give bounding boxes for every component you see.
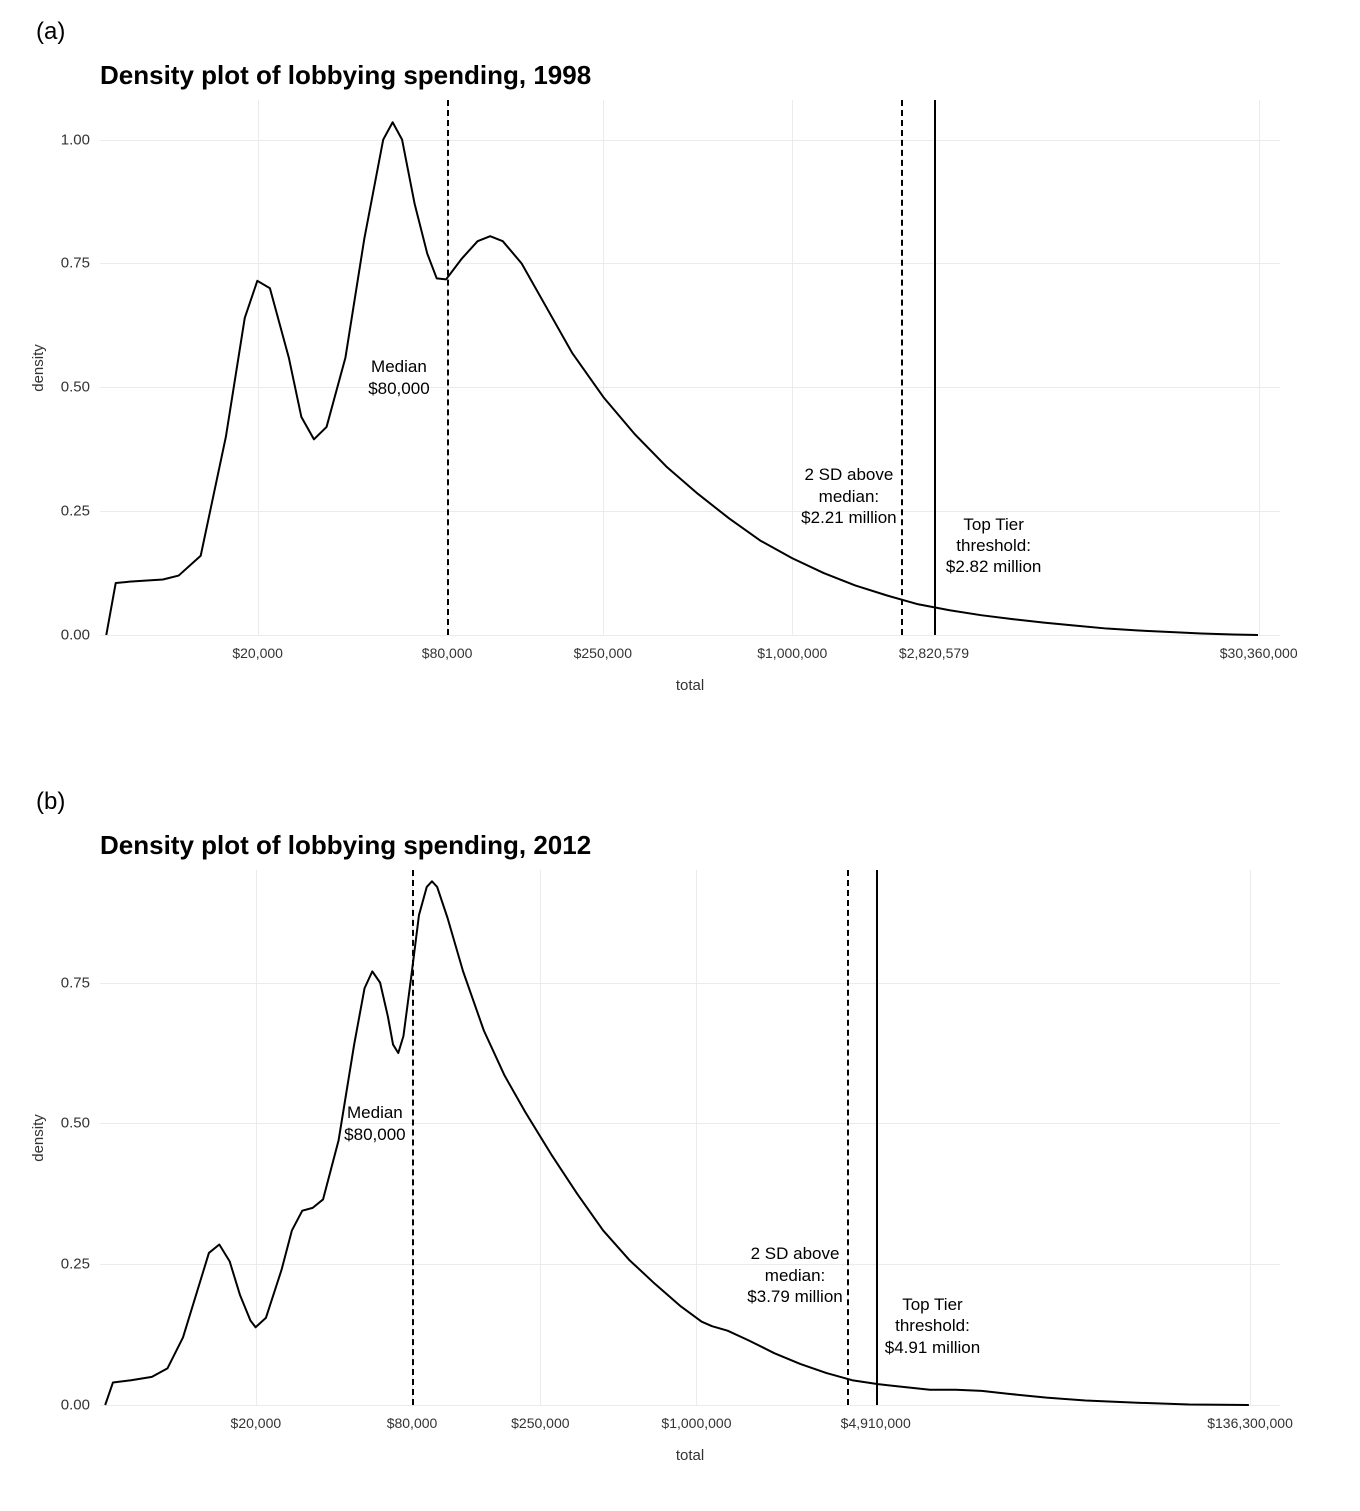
ytick-label: 0.25	[50, 503, 90, 520]
ytick-label: 0.75	[50, 255, 90, 272]
panel-a-plot	[100, 100, 1280, 635]
panel-a-xlabel: total	[676, 677, 704, 694]
panel-a-ylabel: density	[30, 344, 47, 392]
median-annotation: Median $80,000	[368, 356, 429, 399]
xtick-label: $20,000	[232, 645, 283, 661]
panel-b-plot	[100, 870, 1280, 1405]
ytick-label: 0.50	[50, 1115, 90, 1132]
panel-b: (b) Density plot of lobbying spending, 2…	[0, 770, 1360, 1510]
two-sd-annotation: 2 SD above median: $2.21 million	[801, 464, 896, 528]
panel-b-title: Density plot of lobbying spending, 2012	[100, 830, 591, 861]
xtick-label: $250,000	[511, 1415, 569, 1431]
ytick-label: 1.00	[50, 131, 90, 148]
panel-a-title: Density plot of lobbying spending, 1998	[100, 60, 591, 91]
panel-b-label: (b)	[36, 788, 65, 816]
panel-b-xlabel: total	[676, 1447, 704, 1464]
two-sd-annotation: 2 SD above median: $3.79 million	[747, 1244, 842, 1308]
xtick-label: $80,000	[387, 1415, 438, 1431]
xtick-label: $80,000	[422, 645, 473, 661]
ytick-label: 0.50	[50, 379, 90, 396]
xtick-label: $136,300,000	[1207, 1415, 1293, 1431]
xtick-label: $4,910,000	[841, 1415, 911, 1431]
top-tier-annotation: Top Tier threshold: $2.82 million	[946, 514, 1041, 578]
ytick-label: 0.00	[50, 627, 90, 644]
panel-a: (a) Density plot of lobbying spending, 1…	[0, 0, 1360, 760]
xtick-label: $30,360,000	[1220, 645, 1298, 661]
ytick-label: 0.75	[50, 974, 90, 991]
gridline-h	[100, 1405, 1280, 1406]
page-root: (a) Density plot of lobbying spending, 1…	[0, 0, 1360, 1511]
density-curve	[100, 870, 1280, 1405]
gridline-h	[100, 635, 1280, 636]
ytick-label: 0.25	[50, 1256, 90, 1273]
xtick-label: $1,000,000	[757, 645, 827, 661]
panel-b-ylabel: density	[30, 1114, 47, 1162]
xtick-label: $20,000	[231, 1415, 282, 1431]
ytick-label: 0.00	[50, 1397, 90, 1414]
median-annotation: Median $80,000	[344, 1102, 405, 1145]
xtick-label: $2,820,579	[899, 645, 969, 661]
xtick-label: $1,000,000	[661, 1415, 731, 1431]
top-tier-annotation: Top Tier threshold: $4.91 million	[885, 1294, 980, 1358]
density-curve	[100, 100, 1280, 635]
xtick-label: $250,000	[574, 645, 632, 661]
panel-a-label: (a)	[36, 18, 65, 46]
